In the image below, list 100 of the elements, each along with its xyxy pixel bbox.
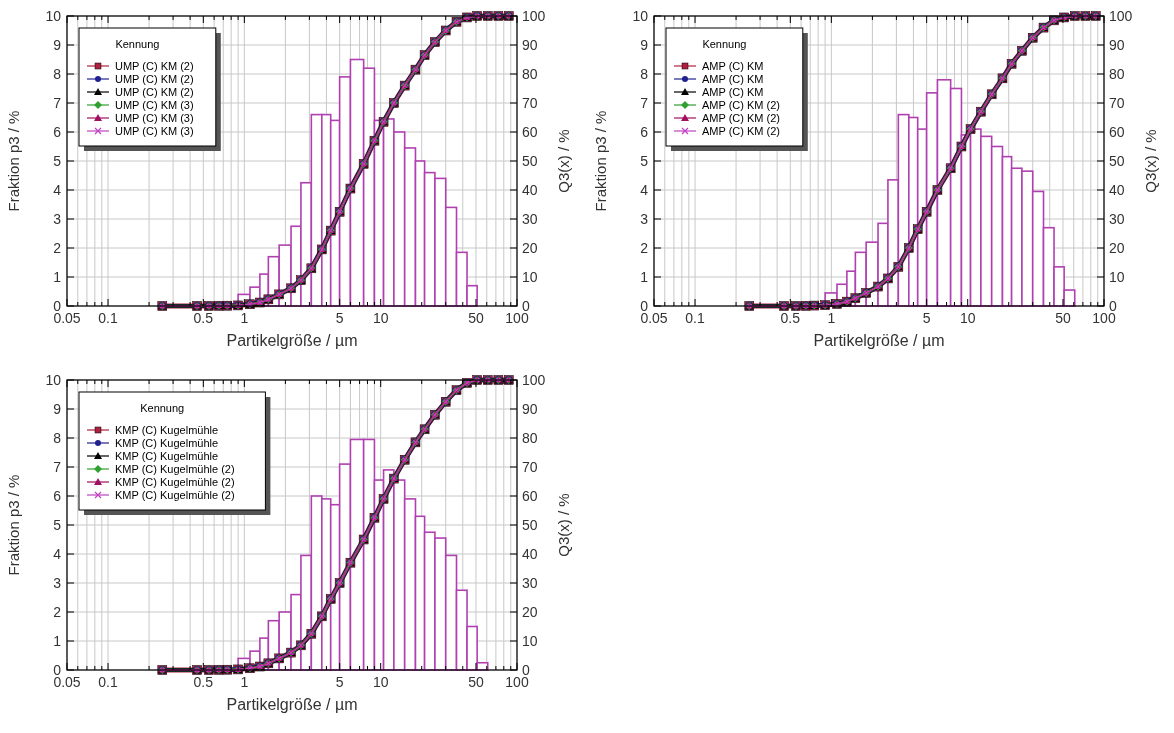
y2-tick-label: 30	[1109, 211, 1125, 227]
x-axis-title: Partikelgröße / µm	[226, 696, 358, 713]
y2-tick-label: 30	[522, 211, 538, 227]
x-tick-label: 50	[468, 310, 484, 326]
x-tick-label: 1	[827, 310, 836, 326]
x-tick-label: 0.1	[98, 310, 118, 326]
y-tick-label: 7	[53, 459, 62, 475]
y-axis-title: Fraktion p3 / %	[5, 110, 22, 212]
y2-tick-label: 90	[1109, 37, 1125, 53]
legend-label: KMP (C) Kugelmühle (2)	[115, 489, 235, 501]
y2-tick-label: 60	[522, 124, 538, 140]
y2-tick-label: 20	[522, 240, 538, 256]
y-tick-label: 5	[53, 517, 62, 533]
x-tick-label: 5	[335, 310, 344, 326]
x-tick-label: 0.1	[98, 674, 118, 690]
y-tick-label: 2	[53, 604, 62, 620]
y2-tick-label: 50	[522, 153, 538, 169]
legend-label: UMP (C) KM (3)	[115, 99, 194, 111]
x-tick-label: 0.1	[685, 310, 705, 326]
x-tick-label: 0.5	[193, 310, 214, 326]
legend-label: KMP (C) Kugelmühle	[115, 450, 219, 462]
y-tick-label: 4	[53, 182, 62, 198]
y-tick-label: 9	[53, 401, 62, 417]
x-tick-label: 1	[240, 310, 249, 326]
x-tick-label: 0.5	[780, 310, 801, 326]
y2-tick-label: 100	[1109, 8, 1133, 24]
legend-label: AMP (C) KM (2)	[702, 112, 781, 124]
x-tick-label: 5	[335, 674, 344, 690]
x-axis-title: Partikelgröße / µm	[813, 332, 945, 349]
legend-label: AMP (C) KM (2)	[702, 99, 781, 111]
legend-title: Kennung	[140, 402, 185, 414]
y2-tick-label: 70	[1109, 95, 1125, 111]
y2-tick-label: 60	[1109, 124, 1125, 140]
y-tick-label: 4	[53, 546, 62, 562]
legend-label: UMP (C) KM (2)	[115, 60, 194, 72]
legend-label: KMP (C) Kugelmühle	[115, 424, 219, 436]
x-tick-label: 10	[372, 310, 389, 326]
y2-tick-label: 50	[522, 517, 538, 533]
x-axis-title: Partikelgröße / µm	[226, 332, 358, 349]
y-tick-label: 1	[53, 633, 62, 649]
y-tick-label: 6	[53, 124, 62, 140]
legend-label: AMP (C) KM (2)	[702, 125, 781, 137]
y-tick-label: 2	[53, 240, 62, 256]
y-tick-label: 5	[640, 153, 649, 169]
y-tick-label: 9	[53, 37, 62, 53]
y2-tick-label: 80	[522, 66, 538, 82]
x-tick-label: 0.5	[193, 674, 214, 690]
x-tick-label: 5	[922, 310, 931, 326]
y-tick-label: 5	[53, 153, 62, 169]
y2-tick-label: 70	[522, 95, 538, 111]
y2-tick-label: 10	[522, 633, 538, 649]
y-tick-label: 9	[640, 37, 649, 53]
legend-label: AMP (C) KM	[702, 86, 764, 98]
y-tick-label: 1	[53, 269, 62, 285]
y2-tick-label: 100	[522, 8, 546, 24]
legend-label: KMP (C) Kugelmühle (2)	[115, 476, 235, 488]
y2-axis-title: Q3(x) / %	[555, 129, 572, 193]
legend-label: UMP (C) KM (3)	[115, 112, 194, 124]
y-tick-label: 2	[640, 240, 649, 256]
y-tick-label: 3	[53, 575, 62, 591]
y2-tick-label: 80	[522, 430, 538, 446]
y-tick-label: 10	[45, 8, 62, 24]
y2-axis-title: Q3(x) / %	[555, 493, 572, 557]
y-tick-label: 8	[53, 430, 62, 446]
y2-tick-label: 80	[1109, 66, 1125, 82]
y2-tick-label: 20	[1109, 240, 1125, 256]
legend-title: Kennung	[115, 38, 160, 50]
y2-tick-label: 10	[522, 269, 538, 285]
x-tick-label: 10	[959, 310, 976, 326]
y-tick-label: 3	[53, 211, 62, 227]
y-tick-label: 1	[640, 269, 649, 285]
x-tick-label: 50	[1055, 310, 1071, 326]
x-tick-label: 1	[240, 674, 249, 690]
y2-tick-label: 40	[522, 182, 538, 198]
y-tick-label: 7	[53, 95, 62, 111]
y-tick-label: 6	[53, 488, 62, 504]
y2-tick-label: 100	[522, 372, 546, 388]
y2-tick-label: 40	[522, 546, 538, 562]
y-tick-label: 10	[632, 8, 649, 24]
legend-label: UMP (C) KM (2)	[115, 73, 194, 85]
y2-axis-title: Q3(x) / %	[1142, 129, 1159, 193]
legend-label: UMP (C) KM (3)	[115, 125, 194, 137]
y-tick-label: 4	[640, 182, 649, 198]
y-tick-label: 6	[640, 124, 649, 140]
y2-tick-label: 70	[522, 459, 538, 475]
y2-tick-label: 20	[522, 604, 538, 620]
legend-label: UMP (C) KM (2)	[115, 86, 194, 98]
y-axis-title: Fraktion p3 / %	[592, 110, 609, 212]
y-tick-label: 7	[640, 95, 649, 111]
y-tick-label: 10	[45, 372, 62, 388]
x-tick-label: 50	[468, 674, 484, 690]
y2-tick-label: 40	[1109, 182, 1125, 198]
x-tick-label: 10	[372, 674, 389, 690]
y-tick-label: 8	[640, 66, 649, 82]
legend-label: AMP (C) KM	[702, 60, 764, 72]
y2-tick-label: 50	[1109, 153, 1125, 169]
y-tick-label: 3	[640, 211, 649, 227]
legend-title: Kennung	[702, 38, 747, 50]
y2-tick-label: 30	[522, 575, 538, 591]
y2-tick-label: 60	[522, 488, 538, 504]
